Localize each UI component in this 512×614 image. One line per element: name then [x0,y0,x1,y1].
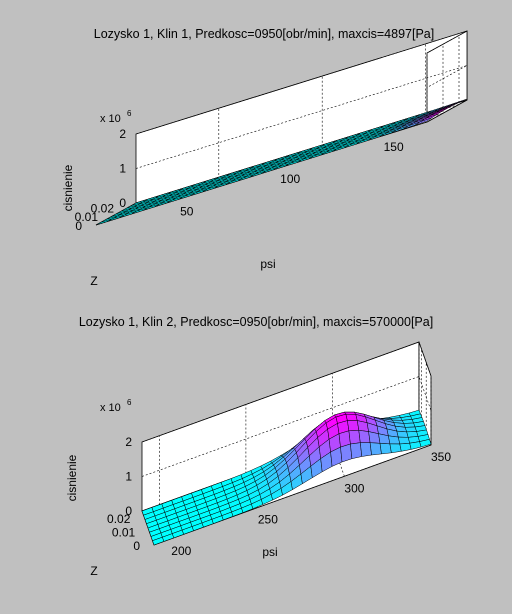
chart-title: Lozysko 1, Klin 1, Predkosc=0950[obr/min… [94,27,434,41]
z-multiplier-exponent: 6 [127,109,132,118]
surface-cell [419,439,432,448]
z-tick-label: 2 [125,435,132,449]
y-tick-label: 0.02 [91,201,115,215]
grid-line [127,35,460,208]
surface-cell [350,442,363,460]
surface-cell [389,443,402,454]
x-tick-label: 300 [344,481,364,495]
z-multiplier: x 10 [100,113,121,125]
y-axis-label: Z [90,274,97,288]
chart-klin-2: Lozysko 1, Klin 2, Predkosc=0950[obr/min… [65,315,451,578]
surface-cell [369,442,382,456]
surface-cell [358,430,371,443]
grid-line [95,53,428,226]
surface-cell [345,413,358,421]
z-tick-label: 2 [119,127,126,141]
surface [95,98,468,226]
surface-cell [415,117,433,126]
x-tick-label: 200 [171,544,191,558]
z-axis-label: cisnienie [61,164,75,211]
surface-cell [404,426,417,433]
z-multiplier-exponent: 6 [127,398,132,407]
z-axis-label: cisnienie [65,454,79,501]
grid-line [111,44,444,217]
surface-cell [379,443,392,455]
chart-title: Lozysko 1, Klin 2, Predkosc=0950[obr/min… [79,315,433,329]
z-tick-label: 1 [119,162,126,176]
grid-line [135,30,468,135]
z-tick-label: 1 [125,470,132,484]
surface-cell [360,442,372,457]
surface-cell [347,420,360,432]
y-tick-label: 0.02 [107,512,131,526]
grid-line [153,376,432,546]
x-tick-label: 50 [180,204,194,218]
surface [141,409,432,546]
grid-line [144,348,422,519]
x-tick-label: 100 [280,172,300,186]
surface-cell [340,443,353,463]
x-axis-label: psi [260,257,275,271]
y-tick-label: 0.01 [75,210,99,224]
x-tick-label: 350 [431,450,451,464]
z-tick-label: 0 [119,196,126,210]
surface-cell [348,430,361,445]
grid-line [135,99,468,204]
x-tick-label: 150 [384,140,404,154]
surface-cell [403,422,416,428]
y-tick-label: 0.01 [112,525,136,539]
surface-cell [401,419,414,424]
x-axis-label: psi [262,545,277,559]
z-multiplier: x 10 [100,402,121,414]
x-tick-label: 250 [258,513,278,527]
z-tick-label: 0 [125,504,132,518]
chart-klin-1: Lozysko 1, Klin 1, Predkosc=0950[obr/min… [61,27,468,288]
y-tick-label: 0 [75,219,82,233]
grid-line [135,65,468,169]
surface-cell [397,436,411,445]
y-tick-label: 0 [133,539,140,553]
grid-line [149,362,427,532]
y-axis-label: Z [90,564,97,578]
